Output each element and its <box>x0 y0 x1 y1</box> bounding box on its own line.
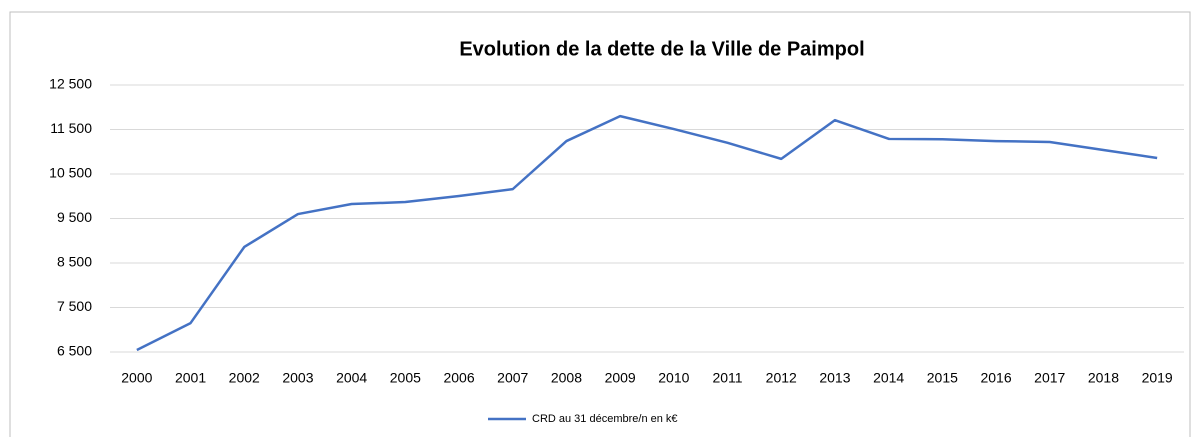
x-tick-label: 2001 <box>175 370 206 386</box>
chart-title: Evolution de la dette de la Ville de Pai… <box>459 38 864 60</box>
chart-frame <box>9 11 1191 437</box>
y-tick-label: 9 500 <box>57 209 92 225</box>
x-tick-label: 2003 <box>282 370 313 386</box>
x-tick-label: 2011 <box>712 370 742 386</box>
x-tick-label: 2013 <box>819 370 850 386</box>
y-tick-label: 11 500 <box>50 120 92 136</box>
x-tick-label: 2012 <box>766 370 797 386</box>
y-tick-label: 8 500 <box>57 254 92 270</box>
x-tick-label: 2002 <box>229 370 260 386</box>
x-tick-label: 2017 <box>1034 370 1065 386</box>
x-tick-label: 2010 <box>658 370 689 386</box>
y-tick-label: 10 500 <box>49 165 92 181</box>
y-tick-label: 7 500 <box>57 298 92 314</box>
x-tick-label: 2016 <box>980 370 1011 386</box>
y-tick-label: 6 500 <box>57 343 92 359</box>
x-tick-label: 2015 <box>927 370 958 386</box>
y-tick-label: 12 500 <box>49 76 92 92</box>
x-tick-label: 2007 <box>497 370 528 386</box>
x-tick-label: 2008 <box>551 370 582 386</box>
x-tick-label: 2014 <box>873 370 904 386</box>
x-tick-label: 2005 <box>390 370 421 386</box>
x-tick-label: 2018 <box>1088 370 1119 386</box>
legend-label: CRD au 31 décembre/n en k€ <box>532 413 678 425</box>
x-tick-label: 2009 <box>605 370 636 386</box>
x-tick-label: 2000 <box>121 370 152 386</box>
x-tick-label: 2019 <box>1142 370 1173 386</box>
x-tick-label: 2004 <box>336 370 367 386</box>
x-tick-label: 2006 <box>443 370 474 386</box>
data-line <box>136 114 1158 352</box>
